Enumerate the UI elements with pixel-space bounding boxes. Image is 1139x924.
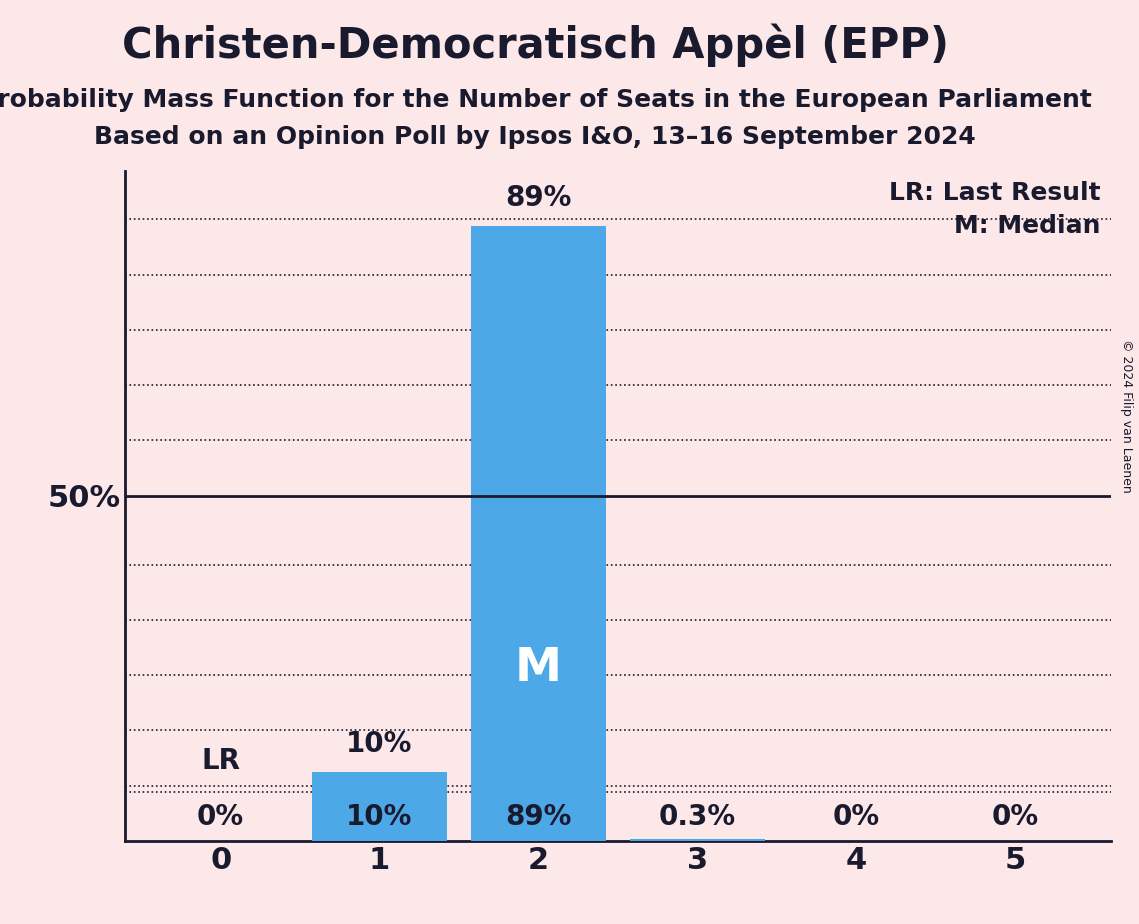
Text: 0.3%: 0.3% [658, 803, 736, 831]
Text: Probability Mass Function for the Number of Seats in the European Parliament: Probability Mass Function for the Number… [0, 88, 1092, 112]
Bar [630, 839, 765, 841]
Text: 10%: 10% [346, 730, 412, 758]
Text: © 2024 Filip van Laenen: © 2024 Filip van Laenen [1121, 339, 1133, 492]
Text: Christen-Democratisch Appèl (EPP): Christen-Democratisch Appèl (EPP) [122, 23, 949, 67]
Text: 0%: 0% [833, 803, 879, 831]
Text: 0%: 0% [992, 803, 1039, 831]
Text: 10%: 10% [346, 803, 412, 831]
Text: Based on an Opinion Poll by Ipsos I&O, 13–16 September 2024: Based on an Opinion Poll by Ipsos I&O, 1… [95, 125, 976, 149]
Text: 89%: 89% [506, 185, 572, 213]
Text: LR: Last Result: LR: Last Result [890, 181, 1100, 205]
Text: M: Median: M: Median [954, 214, 1100, 238]
Bar [470, 226, 606, 841]
Text: M: M [515, 646, 562, 690]
Bar [312, 772, 448, 841]
Text: LR: LR [202, 748, 240, 775]
Text: 89%: 89% [506, 803, 572, 831]
Text: 0%: 0% [197, 803, 244, 831]
